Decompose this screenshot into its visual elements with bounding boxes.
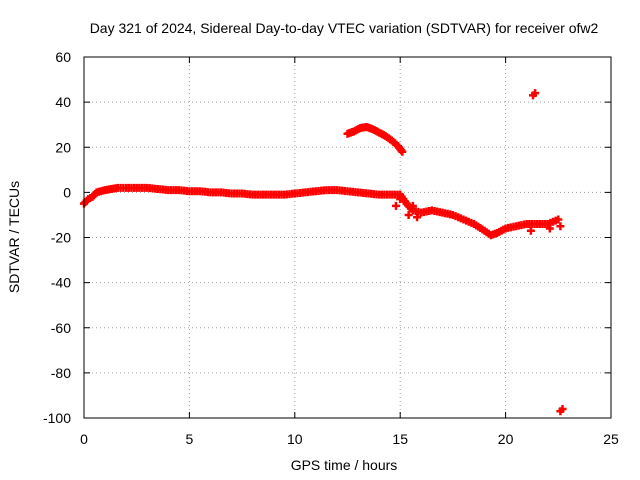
x-tick-label: 20: [498, 431, 514, 447]
x-tick-label: 25: [603, 431, 619, 447]
data-point: [413, 213, 422, 222]
plot-frame: [83, 56, 612, 419]
y-tick-label: 0: [63, 184, 71, 200]
data-point: [554, 215, 563, 224]
x-tick-label: 10: [287, 431, 303, 447]
data-point: [526, 226, 535, 235]
series-main: [80, 183, 563, 240]
chart-title: Day 321 of 2024, Sidereal Day-to-day VTE…: [90, 20, 599, 36]
data-point: [556, 222, 565, 231]
x-tick-label: 15: [392, 431, 408, 447]
x-axis-label: GPS time / hours: [291, 457, 398, 473]
data-points: [80, 89, 567, 416]
data-point: [404, 210, 413, 219]
y-tick-label: 40: [55, 94, 71, 110]
series-vertical-spread: [391, 195, 565, 235]
data-point: [391, 201, 400, 210]
data-point: [545, 224, 554, 233]
data-point: [558, 404, 567, 413]
y-tick-label: -40: [51, 275, 71, 291]
data-point: [408, 201, 417, 210]
data-point: [396, 195, 405, 204]
y-tick-label: -100: [43, 410, 71, 426]
y-tick-label: -60: [51, 320, 71, 336]
data-point: [531, 89, 540, 98]
y-tick-label: -80: [51, 365, 71, 381]
y-tick-label: 60: [55, 49, 71, 65]
y-tick-label: -20: [51, 230, 71, 246]
x-tick-label: 0: [80, 431, 88, 447]
series-outliers: [529, 89, 567, 416]
y-axis-label: SDTVAR / TECUs: [6, 181, 22, 293]
tick-labels: 0 5 10 15 20 25 -100 -80 -60 -40 -20 0 20 40 60: [43, 49, 619, 447]
x-tick-label: 5: [186, 431, 194, 447]
y-tick-label: 20: [55, 139, 71, 155]
series-upper-arc: [343, 122, 407, 156]
data-point-marker: [397, 146, 406, 155]
grid-lines: [84, 57, 611, 418]
